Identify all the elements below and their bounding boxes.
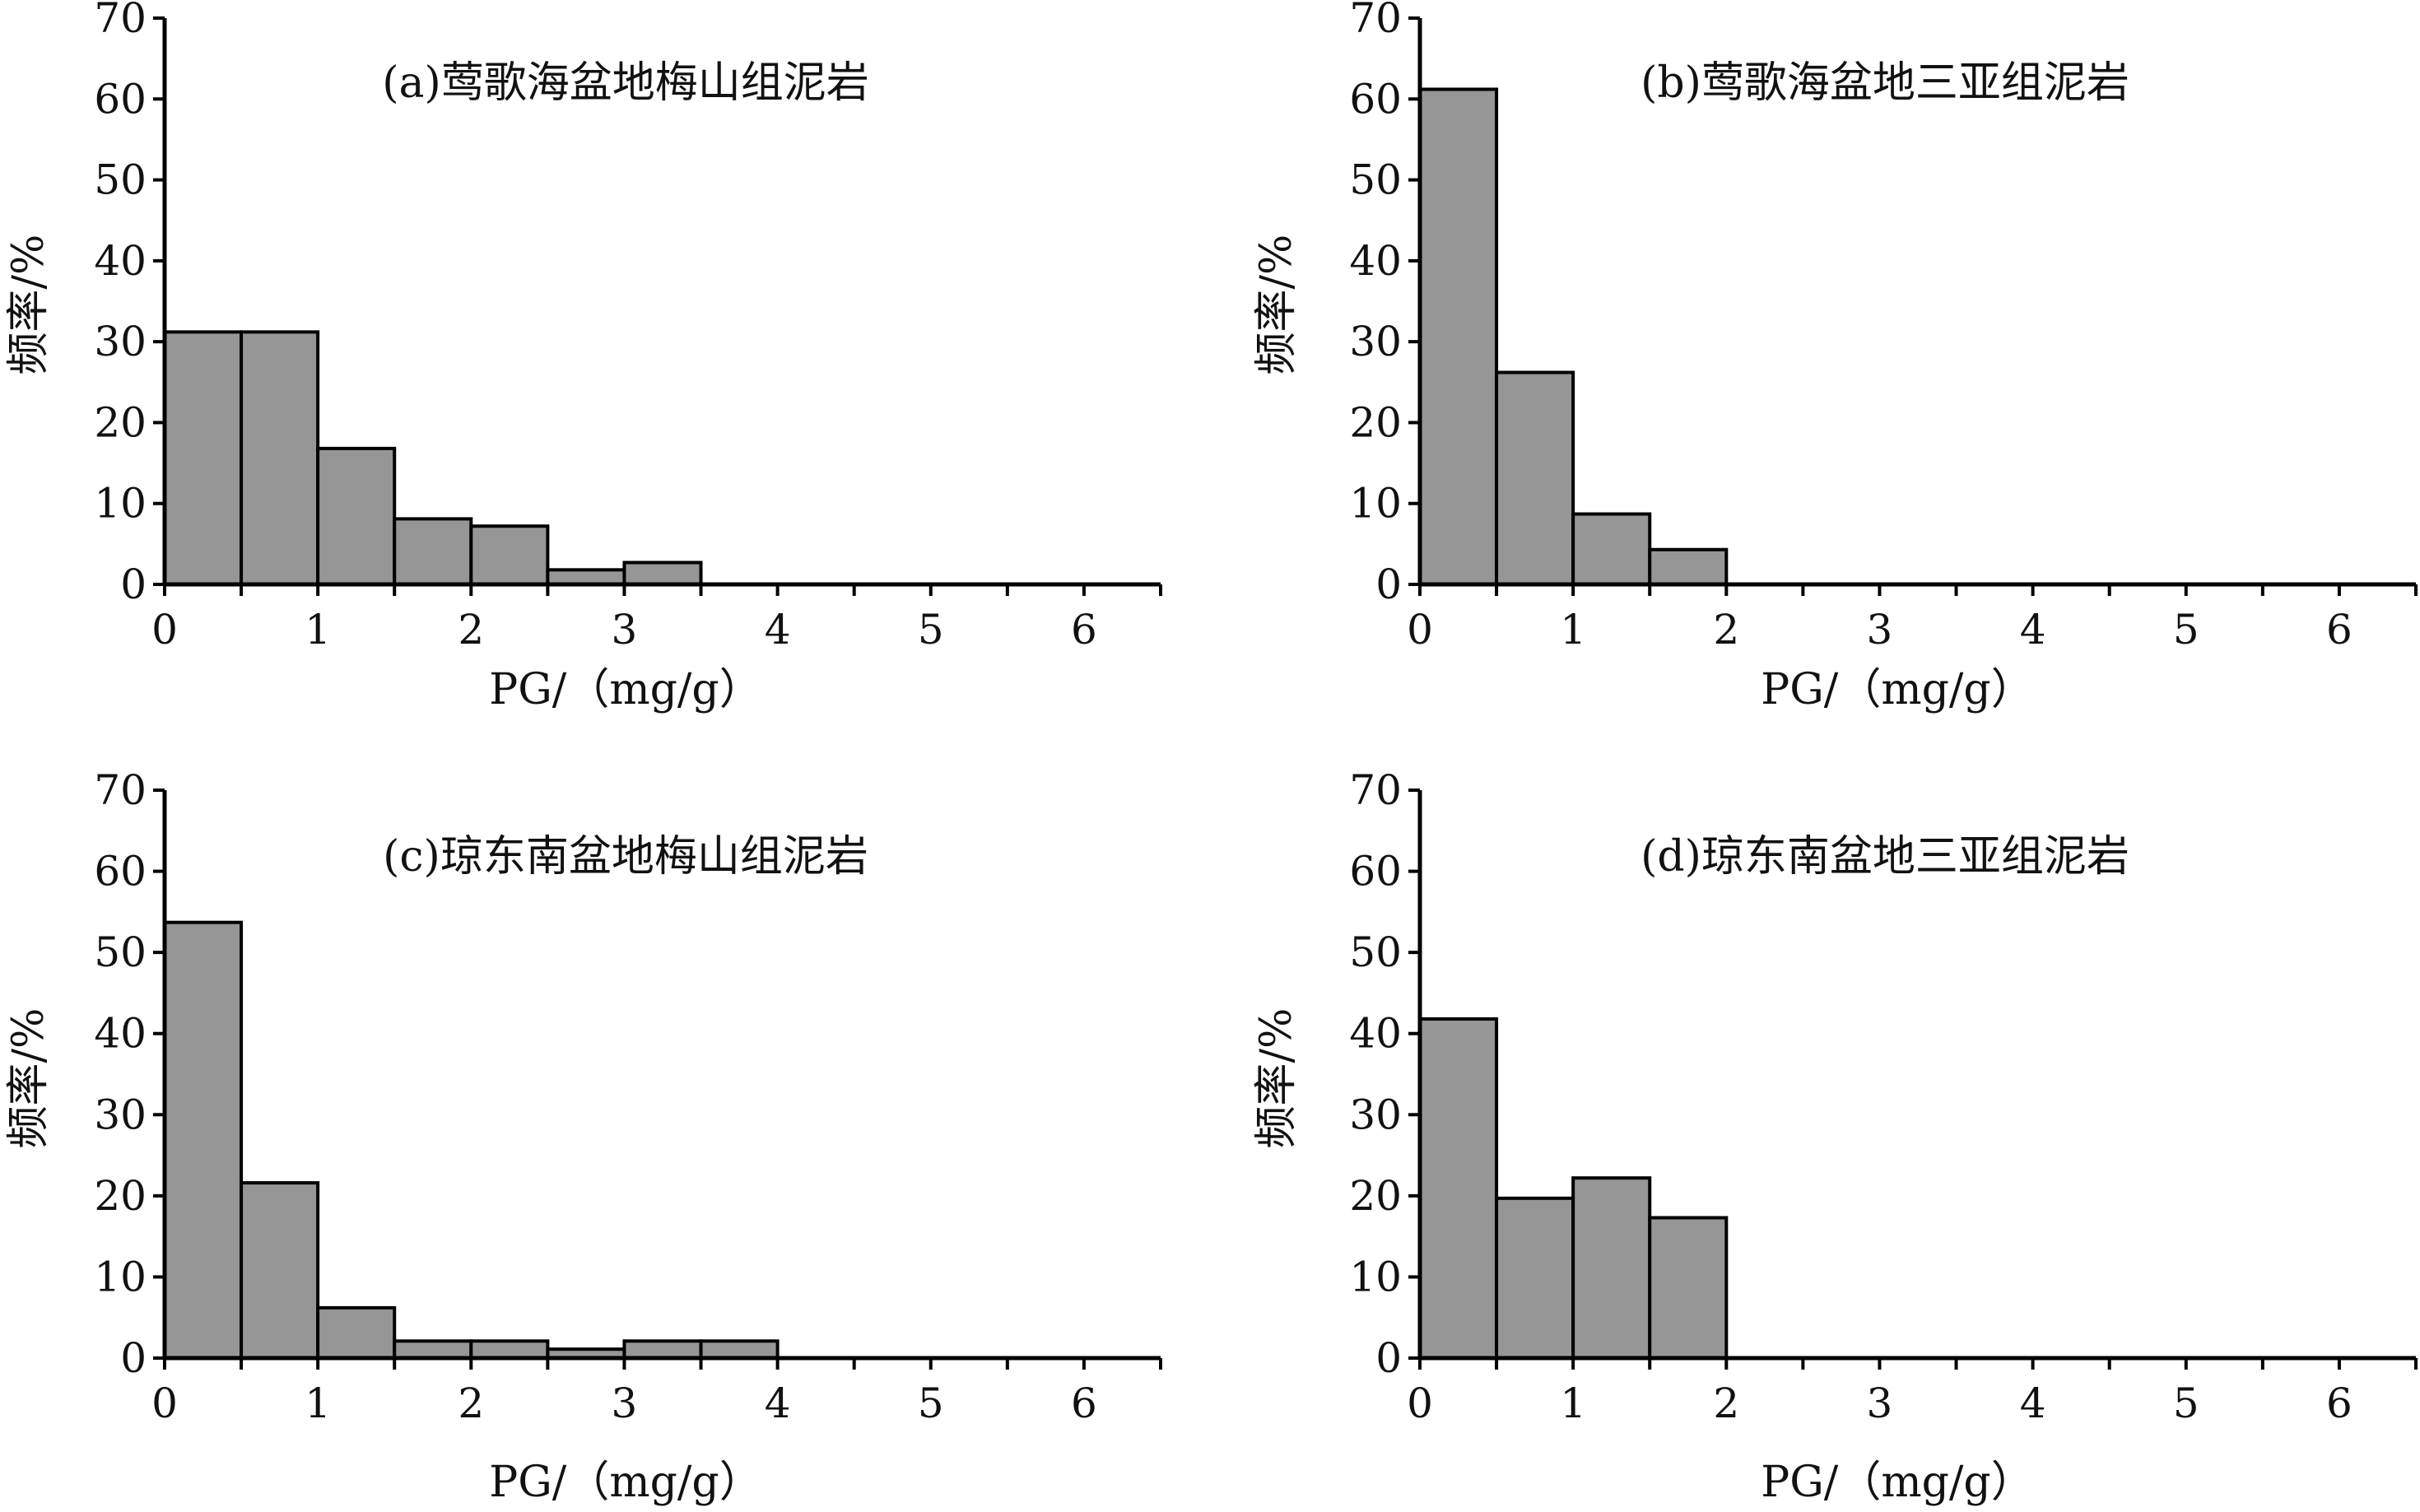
y-tick-label: 50 bbox=[1349, 156, 1402, 204]
histogram-bar bbox=[1495, 1196, 1575, 1361]
y-tick-label: 30 bbox=[1349, 318, 1402, 365]
histogram-bar bbox=[469, 524, 550, 587]
y-tick-label: 30 bbox=[94, 318, 147, 365]
x-tick-label: 5 bbox=[918, 1379, 944, 1427]
x-tick-label: 3 bbox=[1867, 1379, 1893, 1427]
y-tick-label: 20 bbox=[94, 1172, 147, 1220]
x-tick-label: 1 bbox=[305, 606, 331, 654]
x-tick-label: 5 bbox=[918, 606, 944, 654]
histogram-bar bbox=[546, 568, 626, 587]
x-tick-label: 4 bbox=[2020, 606, 2046, 654]
histogram-bar bbox=[1418, 1017, 1499, 1360]
y-axis-label: 频率/% bbox=[4, 235, 54, 375]
histogram-bar bbox=[1571, 1176, 1652, 1360]
x-tick-label: 6 bbox=[1071, 1379, 1097, 1427]
y-tick-label: 10 bbox=[1349, 1253, 1402, 1300]
x-tick-label: 5 bbox=[2173, 1379, 2199, 1427]
x-tick-label: 0 bbox=[151, 1379, 178, 1427]
y-tick-label: 0 bbox=[1375, 1334, 1402, 1382]
histogram-bar bbox=[393, 1339, 473, 1361]
y-tick-label: 70 bbox=[94, 0, 147, 42]
histogram-bar bbox=[622, 561, 703, 586]
histogram-bar bbox=[469, 1339, 550, 1361]
histogram-bar bbox=[163, 920, 244, 1360]
histogram-bar bbox=[163, 330, 244, 586]
y-tick-label: 40 bbox=[94, 1010, 147, 1058]
x-tick-label: 2 bbox=[458, 606, 484, 654]
histogram-bar bbox=[1571, 512, 1652, 587]
histogram-bar bbox=[1495, 370, 1575, 586]
x-axis-label: PG/（mg/g） bbox=[1761, 665, 2033, 714]
y-tick-label: 20 bbox=[1349, 398, 1402, 446]
x-tick-label: 0 bbox=[1407, 606, 1433, 654]
y-axis-label: 频率/% bbox=[4, 1008, 54, 1149]
y-tick-label: 0 bbox=[120, 1334, 147, 1382]
y-tick-label: 60 bbox=[1349, 75, 1402, 123]
x-tick-label: 1 bbox=[1560, 606, 1586, 654]
y-tick-label: 60 bbox=[94, 75, 147, 123]
y-tick-label: 50 bbox=[94, 156, 147, 204]
histogram-bar bbox=[316, 1305, 397, 1361]
y-axis-label: 频率/% bbox=[1252, 1008, 1301, 1149]
histogram-panel-3: 0 10 20 30 40 50 60 70 0 1 2 3 4 5 6 (c)琼东南盆地梅山组泥岩 PG/（m… bbox=[4, 766, 1162, 1507]
histogram-bar bbox=[240, 330, 320, 586]
y-tick-label: 40 bbox=[94, 237, 147, 285]
histogram-bar bbox=[1648, 1216, 1729, 1360]
y-tick-label: 40 bbox=[1349, 1010, 1402, 1058]
x-tick-label: 3 bbox=[612, 606, 638, 654]
histogram-bar bbox=[1648, 547, 1729, 586]
x-tick-label: 1 bbox=[305, 1379, 331, 1427]
x-tick-label: 2 bbox=[1713, 606, 1739, 654]
x-tick-label: 3 bbox=[1867, 606, 1893, 654]
y-tick-label: 30 bbox=[94, 1091, 147, 1138]
x-tick-label: 5 bbox=[2173, 606, 2199, 654]
chart-title: (a)莺歌海盆地梅山组泥岩 bbox=[382, 58, 869, 108]
y-tick-label: 70 bbox=[1349, 0, 1402, 42]
x-axis-label: PG/（mg/g） bbox=[1761, 1458, 2033, 1507]
x-tick-label: 6 bbox=[1071, 606, 1097, 654]
x-tick-label: 6 bbox=[2326, 606, 2353, 654]
chart-title: (c)琼东南盆地梅山组泥岩 bbox=[383, 832, 868, 882]
x-tick-label: 3 bbox=[612, 1379, 638, 1427]
y-tick-label: 70 bbox=[94, 766, 147, 814]
y-tick-label: 60 bbox=[1349, 848, 1402, 896]
histogram-bar bbox=[393, 517, 473, 586]
x-tick-label: 2 bbox=[458, 1379, 484, 1427]
x-tick-label: 6 bbox=[2326, 1379, 2353, 1427]
x-tick-label: 4 bbox=[765, 606, 791, 654]
x-axis-label: PG/（mg/g） bbox=[489, 665, 761, 714]
histogram-panel-1: 0 10 20 30 40 50 60 70 0 1 2 3 4 5 6 (a)莺歌海盆地梅山组泥岩 PG/（m… bbox=[4, 0, 1162, 714]
y-tick-label: 20 bbox=[1349, 1172, 1402, 1220]
y-tick-label: 70 bbox=[1349, 766, 1402, 814]
y-tick-label: 20 bbox=[94, 398, 147, 446]
y-tick-label: 50 bbox=[1349, 928, 1402, 976]
x-tick-label: 4 bbox=[2020, 1379, 2046, 1427]
chart-title: (d)琼东南盆地三亚组泥岩 bbox=[1640, 832, 2129, 882]
y-tick-label: 10 bbox=[94, 480, 147, 528]
x-tick-label: 0 bbox=[151, 606, 178, 654]
chart-title: (b)莺歌海盆地三亚组泥岩 bbox=[1640, 58, 2129, 108]
x-tick-label: 0 bbox=[1407, 1379, 1433, 1427]
x-tick-label: 1 bbox=[1560, 1379, 1586, 1427]
y-tick-label: 40 bbox=[1349, 237, 1402, 285]
histogram-panel-4: 0 10 20 30 40 50 60 70 0 1 2 3 4 5 6 (d)琼东南盆地三亚组泥岩 PG/（m… bbox=[1252, 766, 2418, 1507]
y-tick-label: 50 bbox=[94, 928, 147, 976]
y-tick-label: 60 bbox=[94, 848, 147, 896]
y-tick-label: 10 bbox=[94, 1253, 147, 1300]
x-axis-label: PG/（mg/g） bbox=[489, 1458, 761, 1507]
y-tick-label: 0 bbox=[120, 561, 147, 608]
histogram-bar bbox=[622, 1339, 703, 1361]
histogram-bar bbox=[699, 1339, 780, 1361]
x-tick-label: 2 bbox=[1713, 1379, 1739, 1427]
histogram-bar bbox=[240, 1181, 320, 1360]
y-axis-label: 频率/% bbox=[1252, 235, 1301, 375]
histogram-panel-2: 0 10 20 30 40 50 60 70 0 1 2 3 4 5 6 (b)莺歌海盆地三亚组泥岩 PG/（m… bbox=[1252, 0, 2418, 714]
histogram-bar bbox=[1418, 87, 1499, 586]
y-tick-label: 30 bbox=[1349, 1091, 1402, 1138]
histogram-bar bbox=[316, 446, 397, 586]
y-tick-label: 10 bbox=[1349, 480, 1402, 528]
x-tick-label: 4 bbox=[765, 1379, 791, 1427]
y-tick-label: 0 bbox=[1375, 561, 1402, 608]
